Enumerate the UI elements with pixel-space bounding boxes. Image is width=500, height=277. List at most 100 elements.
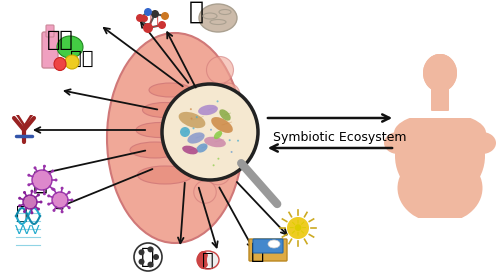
Ellipse shape	[287, 217, 309, 239]
Ellipse shape	[268, 240, 280, 248]
Ellipse shape	[130, 142, 180, 158]
Text: 🍑🌽: 🍑🌽	[70, 48, 94, 68]
Ellipse shape	[34, 191, 36, 194]
Text: 🍶🥦: 🍶🥦	[46, 30, 74, 50]
FancyBboxPatch shape	[380, 218, 500, 277]
FancyBboxPatch shape	[390, 58, 490, 118]
Ellipse shape	[47, 202, 50, 206]
Ellipse shape	[178, 112, 206, 128]
Ellipse shape	[54, 58, 66, 71]
Text: 🧫: 🧫	[32, 170, 48, 194]
Ellipse shape	[423, 54, 457, 92]
Ellipse shape	[54, 178, 58, 181]
Ellipse shape	[52, 188, 56, 191]
Ellipse shape	[190, 117, 192, 120]
Ellipse shape	[197, 251, 209, 269]
Ellipse shape	[143, 23, 153, 33]
Ellipse shape	[468, 132, 496, 154]
Ellipse shape	[43, 192, 46, 195]
Ellipse shape	[52, 192, 68, 208]
Ellipse shape	[70, 199, 74, 201]
Ellipse shape	[60, 187, 64, 190]
Ellipse shape	[182, 146, 198, 154]
Ellipse shape	[51, 188, 54, 191]
Ellipse shape	[43, 165, 46, 168]
Ellipse shape	[162, 84, 258, 180]
Ellipse shape	[149, 83, 191, 97]
Ellipse shape	[207, 251, 219, 269]
Ellipse shape	[216, 83, 240, 107]
Ellipse shape	[206, 57, 234, 83]
Ellipse shape	[212, 164, 214, 166]
Ellipse shape	[32, 170, 52, 190]
Ellipse shape	[148, 247, 154, 252]
Ellipse shape	[198, 105, 218, 115]
Ellipse shape	[138, 259, 144, 265]
Ellipse shape	[395, 111, 485, 201]
Ellipse shape	[18, 197, 21, 200]
Text: ☀️: ☀️	[288, 220, 308, 240]
Ellipse shape	[60, 210, 64, 213]
Text: Y: Y	[16, 114, 32, 142]
Ellipse shape	[57, 36, 83, 58]
Text: Symbiotic Ecosystem: Symbiotic Ecosystem	[273, 132, 407, 145]
Ellipse shape	[52, 209, 56, 212]
Ellipse shape	[213, 136, 237, 160]
Ellipse shape	[153, 254, 159, 260]
Ellipse shape	[230, 151, 232, 153]
Ellipse shape	[23, 195, 37, 209]
Ellipse shape	[423, 54, 457, 92]
Ellipse shape	[28, 174, 30, 177]
Ellipse shape	[144, 8, 152, 16]
Text: 🧫: 🧫	[16, 204, 28, 222]
Ellipse shape	[136, 14, 144, 22]
Ellipse shape	[142, 102, 188, 117]
FancyBboxPatch shape	[42, 32, 58, 68]
Ellipse shape	[28, 183, 30, 186]
Ellipse shape	[23, 191, 26, 194]
Text: 🧠: 🧠	[188, 0, 204, 24]
Ellipse shape	[148, 261, 154, 268]
Ellipse shape	[395, 73, 485, 143]
Ellipse shape	[423, 54, 457, 92]
Ellipse shape	[206, 159, 231, 185]
Ellipse shape	[68, 206, 70, 209]
Ellipse shape	[394, 113, 486, 153]
Ellipse shape	[228, 139, 230, 141]
Ellipse shape	[136, 122, 184, 137]
Text: ⚽: ⚽	[142, 247, 154, 267]
Ellipse shape	[196, 143, 207, 153]
Ellipse shape	[138, 249, 144, 255]
Ellipse shape	[30, 190, 34, 193]
Ellipse shape	[138, 166, 192, 184]
Ellipse shape	[199, 4, 237, 32]
Ellipse shape	[134, 243, 162, 271]
Ellipse shape	[47, 194, 50, 198]
Ellipse shape	[34, 166, 36, 169]
Ellipse shape	[220, 109, 230, 121]
Ellipse shape	[192, 127, 194, 129]
Ellipse shape	[37, 193, 40, 196]
Ellipse shape	[51, 170, 54, 173]
Ellipse shape	[40, 201, 42, 204]
Ellipse shape	[196, 116, 198, 118]
Ellipse shape	[180, 127, 190, 137]
FancyBboxPatch shape	[253, 239, 283, 253]
Ellipse shape	[216, 100, 218, 102]
Ellipse shape	[158, 21, 166, 29]
Ellipse shape	[398, 153, 482, 223]
Ellipse shape	[384, 132, 412, 154]
Text: 💊: 💊	[202, 250, 214, 270]
FancyBboxPatch shape	[249, 239, 287, 261]
Ellipse shape	[18, 204, 21, 207]
Ellipse shape	[214, 131, 222, 139]
Ellipse shape	[65, 55, 79, 69]
Ellipse shape	[204, 137, 226, 147]
Ellipse shape	[237, 140, 239, 142]
FancyBboxPatch shape	[431, 87, 449, 109]
Ellipse shape	[211, 117, 233, 133]
Ellipse shape	[37, 207, 40, 211]
Ellipse shape	[219, 109, 241, 131]
Ellipse shape	[190, 108, 192, 110]
FancyBboxPatch shape	[431, 87, 449, 111]
